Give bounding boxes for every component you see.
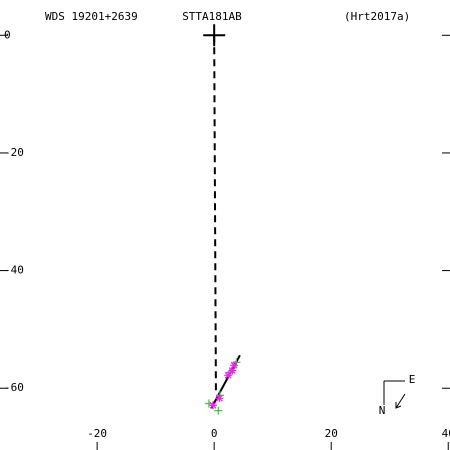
compass	[383, 380, 406, 409]
compass-arrow	[395, 393, 406, 409]
title-left: WDS 19201+2639	[45, 10, 138, 23]
y-tick-label: -60	[4, 381, 24, 394]
observation	[214, 406, 223, 415]
primary-star	[203, 24, 226, 47]
compass-n-label: N	[379, 404, 386, 417]
observation	[224, 371, 233, 380]
observation	[215, 394, 224, 403]
x-tick-label: 0	[211, 427, 218, 440]
compass-arrowhead	[395, 402, 402, 409]
x-tick-label: -20	[87, 427, 107, 440]
x-tick-label: 20	[325, 427, 338, 440]
title-right: (Hrt2017a)	[344, 10, 410, 23]
observation	[209, 401, 218, 410]
y-tick-label: -40	[4, 264, 24, 277]
compass-e-label: E	[409, 373, 416, 386]
y-tick-label: 0	[4, 28, 11, 41]
y-tick-label: -20	[4, 146, 24, 159]
chart-title: STTA181AB	[182, 10, 242, 23]
x-tick-label: 40	[442, 427, 450, 440]
observation	[228, 366, 237, 375]
node-line	[213, 35, 217, 395]
observation	[230, 361, 239, 370]
